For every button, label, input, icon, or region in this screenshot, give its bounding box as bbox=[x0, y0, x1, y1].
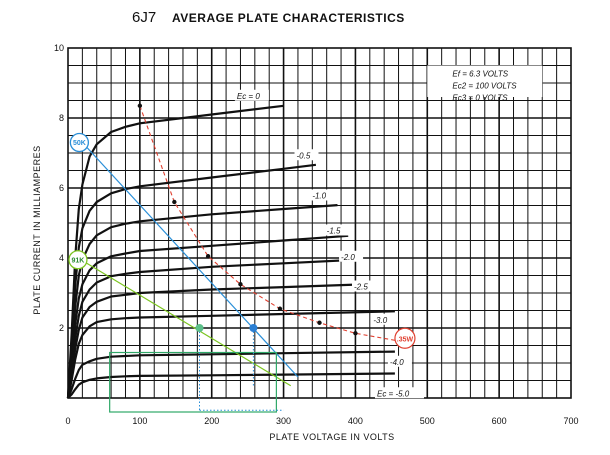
conditions-box bbox=[427, 65, 543, 97]
curve-label: -0.5 bbox=[297, 151, 311, 160]
curve-label-bg bbox=[234, 89, 269, 101]
green-projection-box bbox=[109, 351, 277, 413]
x-tick-label: 500 bbox=[420, 416, 435, 426]
curve-label: Ec = 0 bbox=[237, 92, 260, 101]
load-line-marker bbox=[69, 132, 90, 153]
dissipation-point bbox=[317, 320, 322, 325]
x-axis-title: PLATE VOLTAGE IN VOLTS bbox=[269, 432, 394, 442]
characteristic-curve bbox=[66, 350, 395, 399]
characteristic-curve bbox=[66, 204, 338, 399]
chart-tube-title: 6J7 bbox=[132, 9, 156, 26]
curve-label: -2.5 bbox=[354, 283, 368, 292]
curve-label-bg bbox=[351, 280, 376, 292]
dissipation-point bbox=[238, 282, 243, 287]
plot-frame bbox=[67, 47, 572, 399]
load-line-marker bbox=[68, 250, 88, 270]
y-tick-label: 10 bbox=[54, 43, 64, 53]
condition-text: Ec2 = 100 VOLTS bbox=[452, 82, 517, 91]
dissipation-curve bbox=[139, 105, 395, 341]
y-tick-label: 2 bbox=[59, 323, 64, 333]
curve-label-bg bbox=[371, 313, 396, 325]
dissipation-point bbox=[205, 254, 211, 259]
dissipation-label: .35W bbox=[397, 336, 414, 343]
dissipation-point bbox=[277, 306, 283, 311]
dissipation-label-circle bbox=[394, 327, 416, 349]
x-tick-label: 200 bbox=[204, 416, 219, 426]
curve-label: Ec = -5.0 bbox=[377, 389, 410, 398]
load-line-label: 91K bbox=[72, 257, 85, 264]
operating-point bbox=[195, 324, 204, 332]
y-tick-label: 4 bbox=[59, 253, 64, 263]
curve-label: -2.0 bbox=[341, 253, 355, 262]
dissipation-point bbox=[172, 199, 177, 205]
characteristic-curve bbox=[66, 282, 374, 399]
operating-point bbox=[249, 324, 258, 332]
curve-label: -1.5 bbox=[327, 227, 341, 236]
curve-label-bg bbox=[310, 189, 335, 201]
characteristic-curve bbox=[67, 372, 395, 399]
y-tick-label: 8 bbox=[59, 113, 64, 123]
curve-label-bg bbox=[339, 250, 364, 262]
chart-title: AVERAGE PLATE CHARACTERISTICS bbox=[172, 11, 405, 25]
characteristic-curve bbox=[66, 258, 360, 399]
x-tick-label: 600 bbox=[492, 416, 507, 426]
x-tick-label: 0 bbox=[65, 416, 70, 426]
condition-text: Ec3 = 0 VOLTS bbox=[452, 94, 508, 103]
x-tick-label: 700 bbox=[563, 416, 578, 426]
characteristic-curve bbox=[66, 310, 395, 399]
condition-text: Ef = 6.3 VOLTS bbox=[452, 70, 508, 79]
dissipation-point bbox=[137, 103, 143, 108]
x-tick-label: 400 bbox=[348, 416, 363, 426]
dissipation-point bbox=[353, 331, 358, 336]
load-line bbox=[81, 142, 299, 378]
curve-label: -3.0 bbox=[373, 316, 387, 325]
y-axis-title: PLATE CURRENT IN MILLIAMPERES bbox=[32, 145, 42, 314]
curve-label-bg bbox=[374, 387, 424, 399]
load-line-label: 50K bbox=[73, 140, 86, 147]
characteristic-curve bbox=[66, 163, 317, 399]
x-tick-label: 300 bbox=[276, 416, 291, 426]
curve-label: -4.0 bbox=[390, 358, 404, 367]
characteristic-curve bbox=[66, 234, 349, 399]
curve-label-bg bbox=[324, 224, 349, 236]
load-line bbox=[80, 259, 292, 387]
curve-label-bg bbox=[294, 149, 319, 161]
curve-label: -1.0 bbox=[312, 192, 326, 201]
curve-label-bg bbox=[387, 355, 412, 367]
characteristic-curve bbox=[66, 104, 284, 399]
x-tick-label: 100 bbox=[132, 416, 147, 426]
y-tick-label: 6 bbox=[59, 183, 64, 193]
